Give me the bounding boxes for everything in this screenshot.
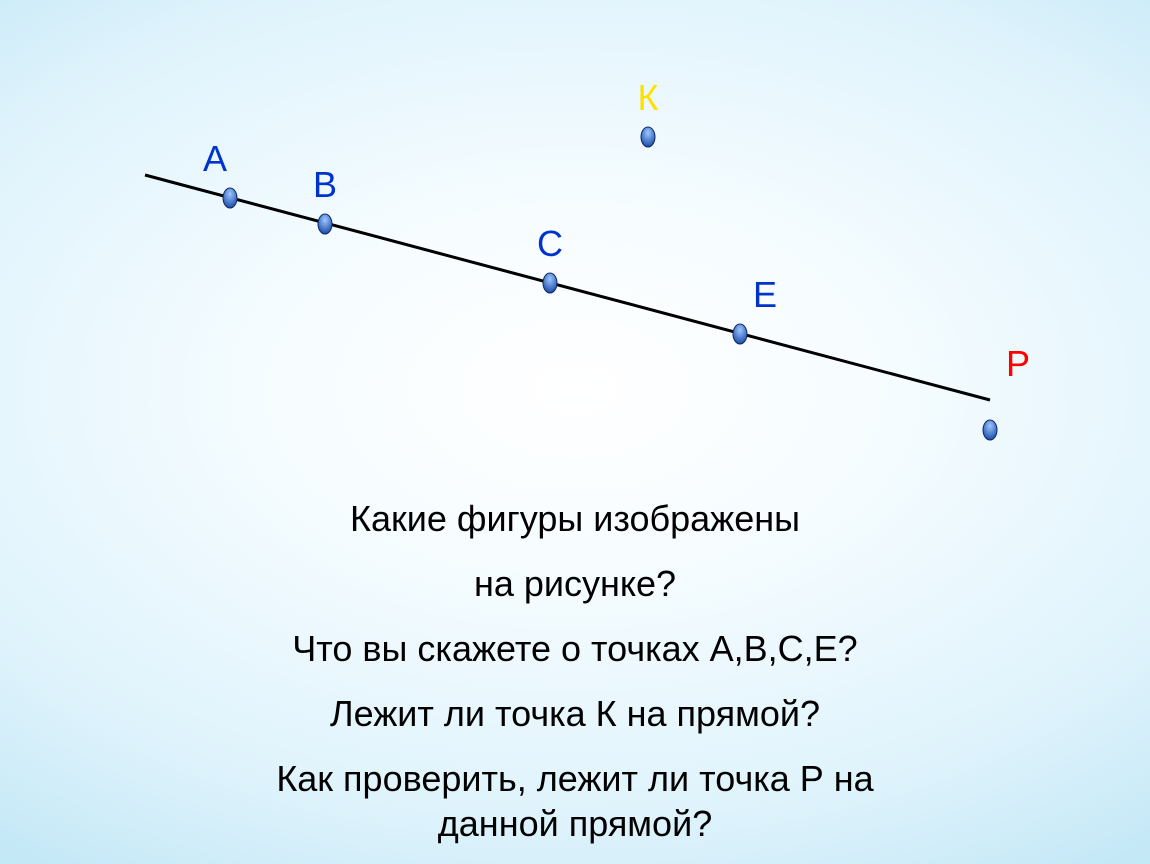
- question-line-2: Что вы скажете о точках А,В,С,Е?: [0, 628, 1150, 670]
- label-K: К: [638, 77, 659, 119]
- question-line-4: Как проверить, лежит ли точка Р на: [0, 758, 1150, 800]
- label-C: С: [537, 223, 563, 265]
- label-P: Р: [1006, 343, 1030, 385]
- label-A: А: [203, 138, 227, 180]
- point-P: [983, 420, 997, 440]
- question-line-0: Какие фигуры изображены: [0, 498, 1150, 540]
- point-B: [318, 214, 332, 234]
- question-line-1: на рисунке?: [0, 563, 1150, 605]
- point-A: [223, 188, 237, 208]
- point-K: [641, 127, 655, 147]
- slide: А В С Е К Р Какие фигуры изображены на рисунке…: [0, 0, 1150, 864]
- point-E: [733, 324, 747, 344]
- point-C: [543, 273, 557, 293]
- label-B: В: [313, 164, 337, 206]
- label-E: Е: [753, 274, 777, 316]
- main-line: [145, 175, 990, 400]
- question-line-3: Лежит ли точка К на прямой?: [0, 693, 1150, 735]
- question-line-5: данной прямой?: [0, 803, 1150, 845]
